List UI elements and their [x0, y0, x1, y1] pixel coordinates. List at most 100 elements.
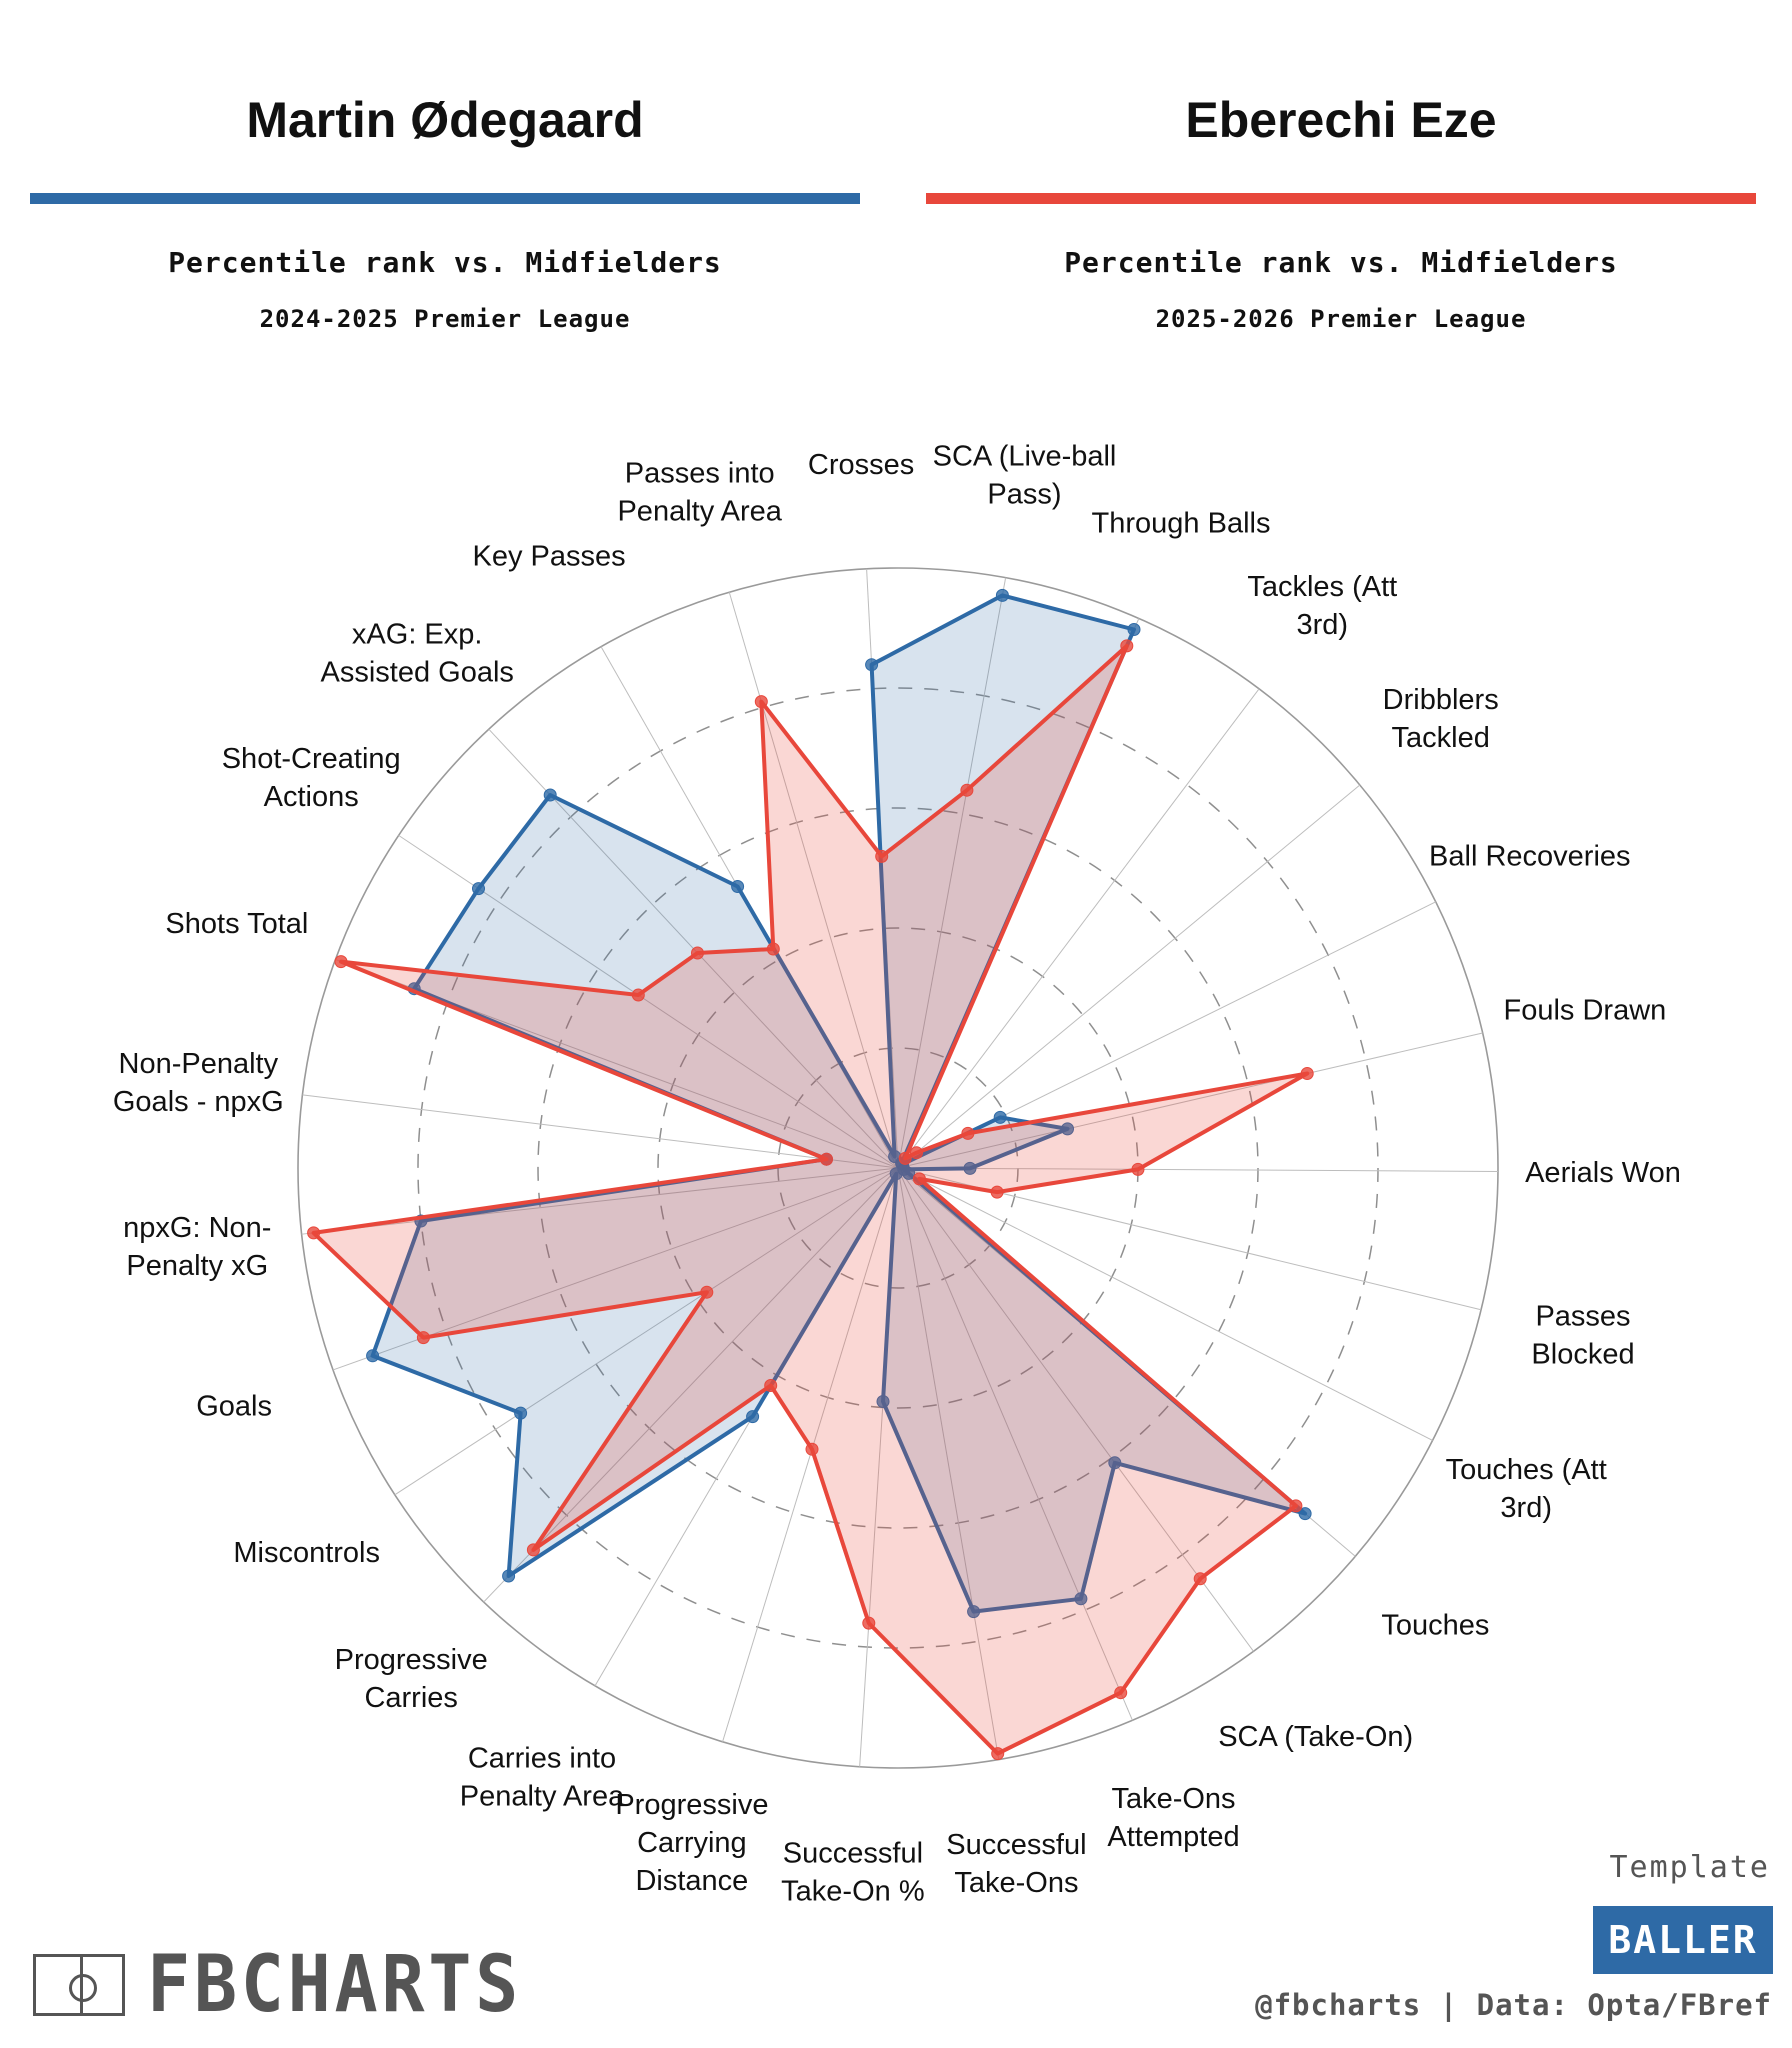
data-point — [902, 1166, 916, 1180]
data-point — [995, 588, 1009, 602]
category-label: Crosses — [808, 449, 914, 481]
data-point — [746, 1410, 760, 1424]
data-point — [700, 1285, 714, 1299]
data-point — [1120, 639, 1134, 653]
data-point — [967, 1605, 981, 1619]
radar-spoke — [897, 577, 1007, 1169]
data-point — [862, 1616, 876, 1630]
radar-grid-ring — [537, 807, 1259, 1529]
category-label: Tackles (Att 3rd) — [1247, 571, 1397, 641]
radar-spoke — [897, 688, 1260, 1169]
data-point — [960, 783, 974, 797]
pitch-icon — [33, 1954, 125, 2016]
data-point — [472, 882, 485, 896]
logo-text: FBCHARTS — [147, 1940, 523, 2030]
player-header-left: Martin Ødegaard Percentile rank vs. Midf… — [30, 85, 860, 333]
category-label: Carries into Penalty Area — [460, 1743, 625, 1813]
data-point — [1061, 1122, 1074, 1136]
radar-outer-ring — [297, 567, 1499, 1769]
category-label: Key Passes — [473, 540, 626, 572]
category-label: Aerials Won — [1525, 1157, 1681, 1189]
category-label: SCA (Take-On) — [1218, 1721, 1413, 1753]
data-point — [1108, 1456, 1122, 1470]
radar-spoke — [897, 1167, 1000, 1760]
data-point — [1193, 1572, 1207, 1586]
category-label: Shot-Creating Actions — [222, 743, 401, 813]
template-badge: BALLER — [1593, 1906, 1773, 1974]
category-label: Shots Total — [165, 908, 308, 940]
data-point — [514, 1406, 528, 1420]
category-label: npxG: Non-Penalty xG — [123, 1212, 271, 1282]
data-point — [1074, 1592, 1088, 1606]
radar-spoke — [897, 1167, 1133, 1721]
category-label: Successful Take-Ons — [946, 1829, 1086, 1899]
data-credit: @fbcharts | Data: Opta/FBref — [1255, 1988, 1772, 2022]
category-label: Touches — [1381, 1609, 1489, 1641]
category-label: Take-Ons Attempted — [1107, 1783, 1239, 1853]
player-season-right: 2025-2026 Premier League — [1155, 305, 1527, 333]
radar-spoke — [897, 1167, 1433, 1441]
player-subtitle-left: Percentile rank vs. Midfielders — [168, 246, 722, 279]
data-point — [416, 1331, 430, 1345]
data-point — [366, 1349, 380, 1363]
category-label: Passes into Penalty Area — [617, 458, 782, 528]
data-point — [764, 1379, 778, 1392]
category-label: Dribblers Tackled — [1383, 684, 1499, 754]
radar-spoke — [301, 1167, 899, 1235]
radar-spoke — [728, 592, 899, 1169]
player-color-bar-left — [30, 193, 860, 204]
data-point — [961, 1126, 975, 1140]
player-name-right: Eberechi Eze — [1185, 92, 1497, 148]
category-label: Through Balls — [1092, 507, 1271, 539]
radar-spoke — [394, 1167, 899, 1496]
fbcharts-logo: FBCHARTS — [33, 1940, 555, 2030]
player-header-right: Eberechi Eze Percentile rank vs. Midfiel… — [926, 85, 1756, 333]
data-point — [963, 1161, 977, 1175]
category-label: Miscontrols — [233, 1537, 380, 1569]
data-point — [1300, 1067, 1314, 1080]
data-point — [875, 849, 889, 863]
data-point — [910, 1146, 923, 1160]
data-point — [543, 788, 557, 802]
data-point — [991, 1747, 1005, 1761]
radar-spoke — [897, 1167, 1498, 1172]
radar-grid-ring — [417, 687, 1379, 1649]
category-label: Fouls Drawn — [1504, 994, 1667, 1026]
data-point — [1289, 1499, 1303, 1513]
data-point — [731, 880, 745, 893]
category-label: Successful Take-On % — [781, 1838, 924, 1908]
category-label: Progressive Carrying Distance — [615, 1789, 768, 1897]
data-point — [993, 1110, 1007, 1124]
template-label: Template — [1609, 1850, 1770, 1885]
data-point — [876, 1395, 890, 1408]
data-point — [766, 942, 780, 956]
data-point — [1127, 623, 1141, 636]
category-label: SCA (Live-ball Pass) — [933, 440, 1117, 510]
player-color-bar-right — [926, 193, 1756, 204]
radar-spoke — [897, 1167, 1254, 1652]
radar-spoke — [483, 1167, 899, 1603]
radar-spoke — [897, 1032, 1483, 1169]
radar-spoke — [302, 1094, 899, 1169]
data-point — [1298, 1507, 1312, 1521]
data-point — [820, 1152, 833, 1166]
data-point — [631, 988, 645, 1002]
data-point — [691, 946, 704, 960]
data-point — [1114, 1686, 1128, 1700]
data-point — [754, 695, 768, 709]
category-label: Non-Penalty Goals - npxG — [113, 1048, 284, 1118]
data-point — [990, 1185, 1004, 1199]
category-label: Progressive Carries — [335, 1644, 488, 1714]
data-point — [889, 1167, 903, 1181]
player-season-left: 2024-2025 Premier League — [259, 305, 631, 333]
data-point — [307, 1226, 321, 1240]
series-polygon-eze — [311, 643, 1310, 1756]
category-label: Passes Blocked — [1531, 1301, 1634, 1371]
player-name-left: Martin Ødegaard — [246, 92, 644, 148]
data-point — [334, 955, 348, 969]
player-subtitle-right: Percentile rank vs. Midfielders — [1064, 246, 1618, 279]
data-point — [805, 1442, 819, 1456]
data-point — [898, 1151, 912, 1165]
radar-spoke — [897, 784, 1361, 1169]
